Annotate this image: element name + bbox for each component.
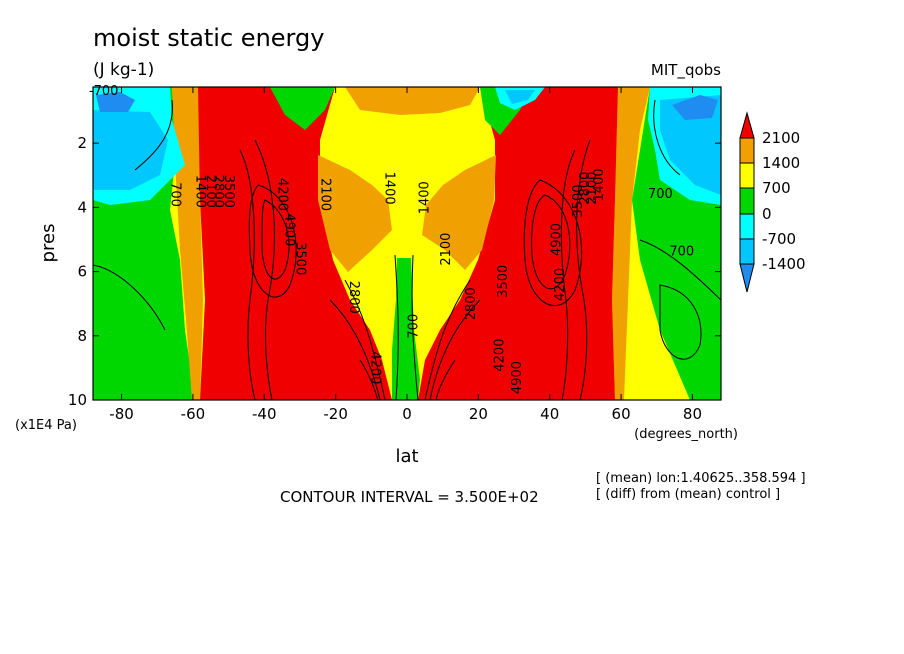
contour-label: 1400	[417, 181, 432, 214]
contour-label: 3500	[292, 242, 307, 275]
x-tick-label: 80	[683, 405, 702, 423]
contour-label: 1400	[192, 175, 207, 208]
colorbar-label: 1400	[762, 154, 800, 172]
x-tick-label: -40	[252, 405, 277, 423]
contour-fill-north-red	[418, 87, 618, 400]
contour-label: 700	[168, 182, 183, 207]
contour-label: 4900	[510, 361, 525, 394]
contour-fill-south-polar-blue	[96, 92, 135, 112]
y-axis-ticks: 2 4 6 8 10	[68, 134, 721, 409]
colorbar-swatch-m1400-m700	[739, 238, 755, 265]
contour-label: -700	[89, 84, 119, 99]
contour-label: 1400	[592, 168, 607, 201]
contour-label: 700	[407, 314, 422, 339]
x-axis-label: lat	[395, 446, 418, 467]
y-tick-label: 6	[77, 263, 87, 281]
contour-label: 2800	[210, 175, 225, 208]
contour-label: 2100	[203, 175, 218, 208]
x-axis-ticks: -80 -60 -40 -20 0 20 40 60 80	[109, 87, 702, 423]
x-tick-label: -60	[181, 405, 206, 423]
mean-note: [ (mean) lon:1.40625..358.594 ]	[596, 471, 806, 486]
contour-fill-south-upper-orange	[318, 155, 392, 272]
contour-label: 2100	[439, 233, 454, 266]
contour-label: 2800	[346, 281, 361, 314]
x-tick-label: -20	[323, 405, 348, 423]
diff-note: [ (diff) from (mean) control ]	[596, 487, 780, 502]
colorbar-swatch-700-1400	[739, 162, 755, 189]
chart-units: (J kg-1)	[93, 60, 154, 80]
colorbar-bottom-arrow	[739, 263, 755, 293]
colorbar-labels: 2100 1400 700 0 -700 -1400	[762, 129, 806, 273]
contour-label: 3500	[571, 184, 586, 217]
contour-label: 2800	[464, 287, 479, 320]
contour-fill-equator-green	[392, 258, 420, 400]
y-tick-label: 8	[77, 327, 87, 345]
y-tick-label: 4	[77, 198, 87, 216]
x-tick-label: 60	[612, 405, 631, 423]
y-tick-label: 10	[68, 391, 87, 409]
colorbar-label: 700	[762, 179, 791, 197]
contour-label: 4200	[275, 178, 290, 211]
contour-fill-north-polar-cyan2	[660, 95, 721, 195]
y-axis-units: (x1E4 Pa)	[15, 418, 77, 433]
contour-fill-south-red	[198, 87, 392, 400]
contour-fill-north-upper-orange	[422, 155, 496, 270]
contour-fill-south-polar-cyan2	[93, 110, 168, 190]
colorbar-top-arrow	[739, 111, 755, 139]
colorbar: 2100 1400 700 0 -700 -1400	[739, 111, 806, 293]
contour-lines	[93, 99, 721, 400]
contour-interval: CONTOUR INTERVAL = 3.500E+02	[280, 488, 539, 506]
colorbar-label: 2100	[762, 129, 800, 147]
x-tick-label: 20	[469, 405, 488, 423]
contour-label: 700	[669, 245, 694, 260]
contour-label: 4200	[553, 268, 568, 301]
y-tick-label: 2	[77, 134, 87, 152]
contour-fill-top-green-south	[270, 87, 335, 130]
colorbar-label: -1400	[762, 255, 806, 273]
contour-label: 700	[648, 187, 673, 202]
x-tick-label: -80	[109, 405, 134, 423]
chart-title: moist static energy	[93, 24, 324, 52]
colorbar-swatch-1400-2100	[739, 137, 755, 164]
colorbar-label: -700	[762, 230, 796, 248]
contour-fill-top-orange	[345, 87, 480, 115]
contour-label: 2800	[578, 172, 593, 205]
contour-label: 2100	[317, 178, 332, 211]
dataset-label: MIT_qobs	[651, 61, 721, 80]
contour-label: 3500	[496, 265, 511, 298]
x-tick-label: 40	[540, 405, 559, 423]
contour-label: 4200	[367, 351, 382, 384]
contour-label: 4900	[282, 213, 297, 246]
contour-label: 3500	[221, 175, 236, 208]
colorbar-swatch-0-700	[739, 187, 755, 215]
x-axis-units: (degrees_north)	[634, 427, 738, 442]
colorbar-swatch-m700-0	[739, 213, 755, 240]
contour-label: 4200	[492, 339, 507, 372]
filled-contour-field	[93, 87, 721, 400]
x-tick-label: 0	[402, 405, 412, 423]
contour-fill-north-orange	[612, 87, 650, 400]
y-axis-label: pres	[38, 224, 59, 263]
contour-label: 4900	[549, 223, 564, 256]
contour-fill-north-polar-blue	[672, 95, 718, 120]
colorbar-label: 0	[762, 205, 772, 223]
contour-label: 1400	[382, 172, 397, 205]
contour-fill-top-north-cyan2	[505, 90, 535, 104]
contour-label: 2100	[585, 172, 600, 205]
